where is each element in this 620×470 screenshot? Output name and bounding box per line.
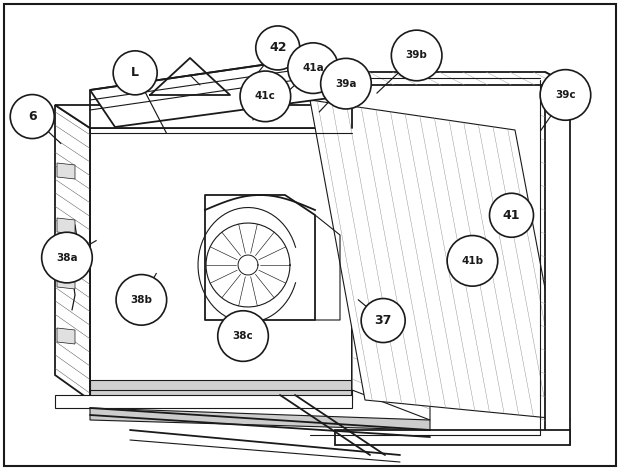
Text: 39b: 39b: [405, 50, 428, 61]
Polygon shape: [57, 273, 75, 289]
Polygon shape: [90, 408, 430, 430]
Text: 37: 37: [374, 314, 392, 327]
Polygon shape: [90, 128, 352, 400]
Polygon shape: [310, 100, 570, 420]
Text: 41b: 41b: [461, 256, 484, 266]
Circle shape: [447, 235, 498, 286]
Circle shape: [540, 70, 591, 120]
Circle shape: [361, 298, 405, 343]
Text: 38c: 38c: [232, 331, 254, 341]
Circle shape: [218, 311, 268, 361]
Circle shape: [256, 26, 299, 70]
Text: 42: 42: [269, 41, 286, 55]
Text: 38b: 38b: [130, 295, 153, 305]
Polygon shape: [57, 328, 75, 344]
Polygon shape: [310, 72, 570, 85]
Text: 41: 41: [503, 209, 520, 222]
Circle shape: [288, 43, 339, 94]
Circle shape: [391, 30, 442, 81]
Text: 38a: 38a: [56, 252, 78, 263]
Circle shape: [321, 58, 371, 109]
Text: 39a: 39a: [335, 78, 356, 89]
Circle shape: [11, 94, 54, 139]
Circle shape: [113, 51, 157, 95]
Circle shape: [42, 232, 92, 283]
Circle shape: [490, 193, 533, 237]
Polygon shape: [90, 380, 352, 400]
Circle shape: [240, 71, 291, 122]
Polygon shape: [55, 105, 90, 400]
Polygon shape: [55, 395, 352, 408]
Polygon shape: [57, 218, 75, 234]
Polygon shape: [90, 58, 352, 127]
Polygon shape: [545, 72, 570, 445]
Polygon shape: [55, 105, 352, 128]
Text: 41c: 41c: [255, 91, 276, 102]
Polygon shape: [57, 163, 75, 179]
Polygon shape: [352, 128, 430, 420]
Text: 1stReplacementParts.com: 1stReplacementParts.com: [237, 245, 383, 255]
Text: 39c: 39c: [555, 90, 576, 100]
Polygon shape: [335, 430, 570, 445]
Text: L: L: [131, 66, 139, 79]
Circle shape: [116, 274, 167, 325]
Text: 41a: 41a: [302, 63, 324, 73]
Text: 6: 6: [28, 110, 37, 123]
